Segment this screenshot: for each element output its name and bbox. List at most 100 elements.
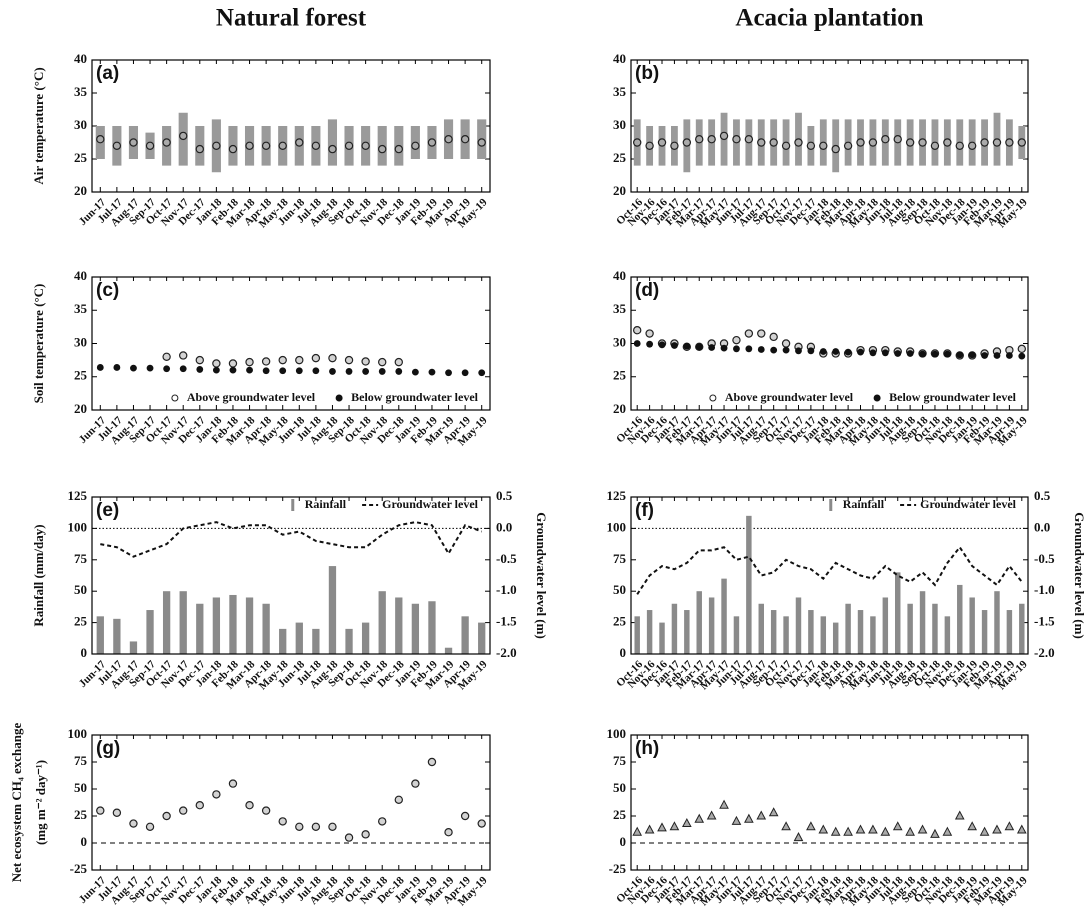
bar [162,591,171,654]
point [361,141,370,150]
y-tick-label: 100 [607,726,627,741]
point [708,344,716,351]
y-tick-label: 35 [74,84,88,99]
point [694,813,705,823]
point [228,779,238,788]
point [279,367,287,375]
point [981,352,988,359]
panel-label: (h) [635,738,659,759]
point [179,351,188,360]
point [278,817,287,826]
point [906,350,914,357]
point [719,799,729,809]
point [145,822,155,832]
point [179,806,188,815]
column-title: Acacia plantation [735,5,923,32]
point [968,351,976,359]
point [645,329,654,338]
point [881,349,889,357]
legend-label: Groundwater level [920,497,1017,511]
y-axis-label: Air temperature (°C) [31,67,46,184]
bar [129,641,138,654]
point [1005,138,1014,147]
point [311,822,321,832]
y-tick-label: 35 [74,301,88,316]
panel-label: (b) [635,63,659,84]
bar [428,601,436,654]
point [868,138,878,147]
point [162,811,171,821]
point [1018,352,1026,360]
point [992,138,1002,147]
point [345,368,353,375]
y-tick-label: 75 [74,753,88,768]
point [793,832,804,842]
y2-tick-label: -0.5 [1034,551,1055,566]
y-tick-label: 100 [68,519,88,534]
point [195,144,204,154]
point [427,138,437,147]
y-tick-label: 25 [74,150,88,165]
point [394,144,403,154]
point [732,134,741,144]
point [113,364,121,371]
bar [1019,603,1025,654]
point [942,826,953,836]
point [461,369,469,377]
point [930,141,940,150]
point [831,144,840,154]
point [196,366,204,373]
bar [708,597,715,654]
bar [378,591,386,654]
point [756,810,767,820]
point [295,822,304,832]
point [719,131,729,141]
bar [957,584,963,654]
point [378,357,387,367]
point [930,828,940,838]
bar [179,591,187,654]
bar [820,616,827,654]
bar [196,603,204,654]
point [411,368,419,376]
point [857,348,864,356]
point [427,757,437,767]
bar [395,597,403,654]
bar [1006,610,1013,654]
point [329,368,336,375]
point [295,367,303,375]
legend-symbol [291,499,295,511]
y2-tick-label: -1.5 [496,614,517,629]
point [956,351,964,359]
point [993,352,1001,359]
bar [733,616,740,654]
point [394,795,403,805]
point [646,340,654,348]
point [744,134,754,144]
point [245,141,254,150]
y-tick-label: 30 [74,334,87,349]
y2-tick-label: 0.5 [1034,488,1051,503]
point [844,348,852,356]
point [112,141,122,150]
bar [295,622,303,654]
bar [312,628,320,654]
plot-frame [630,496,1029,655]
legend-symbol [873,394,881,402]
y2-axis-label: Groundwater level (m) [534,512,549,639]
point [295,355,304,365]
point [311,141,321,150]
y-tick-label: 40 [74,51,87,66]
point [806,821,816,831]
point [278,141,287,150]
point [212,790,221,799]
point [145,141,155,150]
point [328,144,337,154]
y-axis-label: Soil temperature (°C) [31,284,46,404]
panel-label: (g) [96,738,120,759]
point [967,141,977,150]
point [96,364,104,371]
point [478,369,486,377]
legend-label: Below groundwater level [351,390,479,404]
